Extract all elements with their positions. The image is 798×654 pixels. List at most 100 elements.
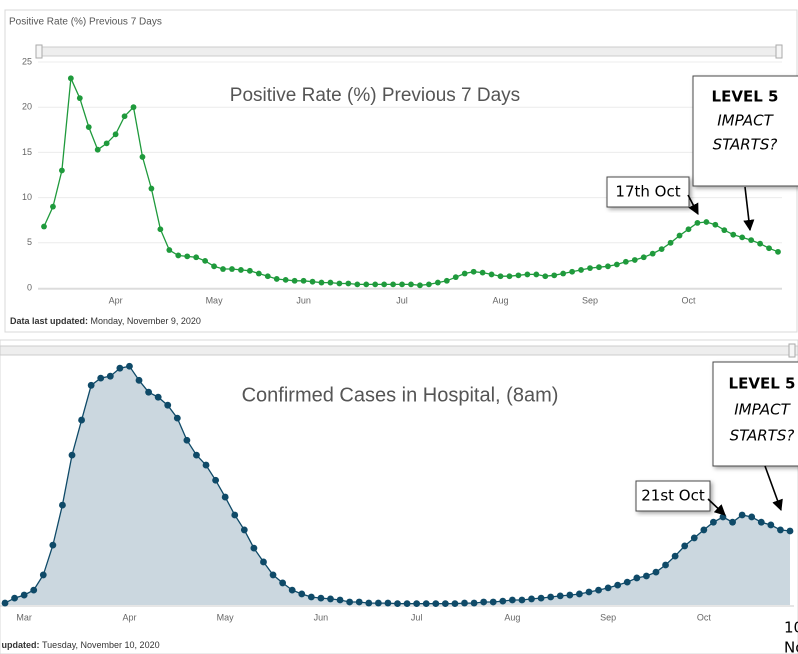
data-point [112,131,119,138]
callout-box [692,75,798,187]
data-point [556,592,564,600]
y-tick-label: 5 [27,237,32,247]
x-tick-label: Oct [697,612,712,622]
annotation-text: IMPACT [734,401,791,419]
data-point [336,280,343,287]
data-point [78,416,85,424]
data-point [470,599,478,607]
chart-title: Confirmed Cases in Hospital, (8am) [242,384,559,406]
data-point [173,414,181,422]
data-point [202,257,209,264]
data-point [291,277,298,284]
data-point [587,265,593,272]
data-point [694,220,701,226]
bottom-navigator[interactable] [0,345,798,356]
annotation-text: STARTS? [713,136,778,154]
data-point [551,272,558,279]
area-fill [5,366,790,605]
data-point [317,594,325,602]
data-point [399,281,405,288]
data-point [497,273,504,280]
footer-label: Data last updated: [10,316,88,326]
data-point [413,600,421,608]
x-tick-label: Oct [681,295,696,305]
data-point [327,279,334,286]
data-point [604,584,612,592]
data-point [681,542,689,550]
data-point [499,597,507,605]
data-point [767,521,775,529]
top-navigator[interactable] [37,46,783,57]
data-point [662,561,669,569]
data-point [318,279,325,286]
x-tick-label: Jul [411,612,423,622]
data-point [408,281,414,288]
data-point [712,221,719,228]
data-point [106,372,114,380]
data-point [390,281,396,288]
data-point [184,253,191,260]
x-tick-label: Mar [16,612,32,622]
data-point [757,240,763,247]
y-tick-label: 10 [22,192,32,202]
data-point [372,281,379,288]
data-point [451,600,459,608]
data-point [676,232,683,239]
data-point [148,185,155,192]
footer-label: t updated: [0,640,40,650]
data-point [757,518,765,526]
data-point [605,263,611,270]
data-point [690,534,698,542]
nav-handle[interactable] [35,44,43,59]
annotation-text: LEVEL 5 [712,88,779,106]
data-point [1,599,9,607]
nav-handle[interactable] [775,44,783,59]
data-point [384,599,392,607]
data-point [309,278,316,285]
data-point [298,590,306,598]
x-tick-label: Aug [493,295,509,305]
data-point [403,600,411,608]
data-point [336,596,344,604]
data-point [381,281,388,288]
y-tick-label: 0 [27,282,32,292]
data-point [640,254,647,261]
data-point [139,154,146,160]
data-point [595,586,602,594]
footer-text: Tuesday, November 10, 2020 [42,640,160,650]
nav-handle[interactable] [788,343,796,358]
data-point [738,511,746,519]
data-point [432,600,440,608]
data-point [575,590,583,598]
data-point [786,527,794,535]
data-point [126,362,133,370]
x-tick-label: Jun [296,295,311,305]
data-point [11,594,18,602]
data-point [658,246,665,253]
data-point [250,544,258,552]
data-point [220,266,226,272]
data-point [166,247,173,253]
x-tick-label: Jul [396,295,408,305]
annotation-arrow [687,194,699,215]
data-point [103,140,110,147]
data-point [685,226,692,233]
data-point [633,574,641,582]
data-point [273,276,280,282]
data-point [264,273,271,280]
data-point [667,239,674,246]
top-panel [4,9,798,333]
data-point [623,578,631,586]
data-point [461,270,468,277]
data-point [94,146,101,153]
data-point [434,279,441,286]
y-tick-label: 15 [22,147,32,157]
data-point [374,599,382,607]
data-point [300,277,307,284]
data-point [154,393,162,401]
data-point [20,591,28,599]
data-point [121,113,128,120]
data-point [130,104,137,111]
data-point [703,219,710,225]
